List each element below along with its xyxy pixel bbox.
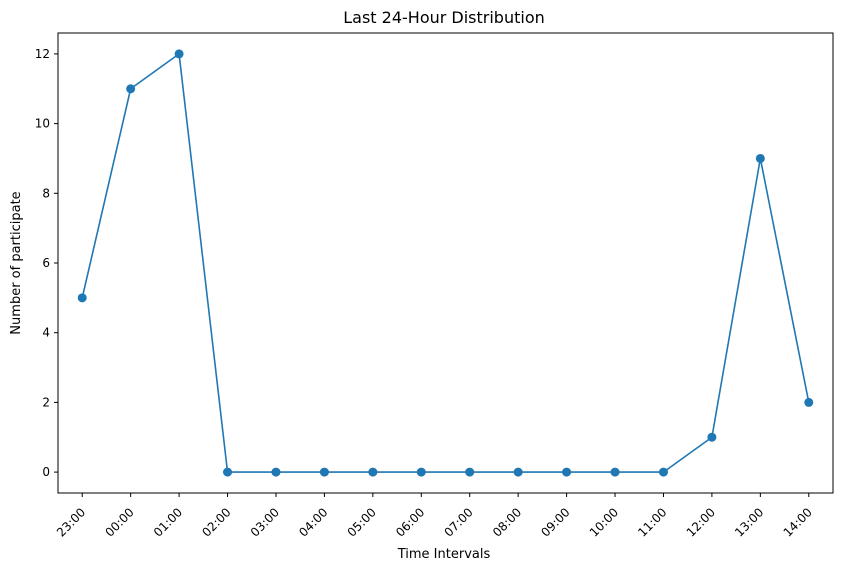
data-point bbox=[271, 467, 281, 477]
data-point bbox=[707, 432, 717, 442]
data-point bbox=[610, 467, 620, 477]
data-point bbox=[77, 293, 87, 303]
data-point bbox=[513, 467, 523, 477]
data-point bbox=[416, 467, 426, 477]
data-point bbox=[658, 467, 668, 477]
data-point bbox=[562, 467, 572, 477]
y-axis-label: Number of participate bbox=[9, 191, 24, 334]
data-point bbox=[755, 153, 765, 163]
data-point bbox=[465, 467, 475, 477]
y-tick-label: 4 bbox=[42, 326, 50, 340]
y-tick-label: 8 bbox=[42, 186, 50, 200]
data-point bbox=[223, 467, 233, 477]
chart-title: Last 24-Hour Distribution bbox=[343, 8, 545, 27]
series-line bbox=[81, 53, 810, 473]
data-point bbox=[368, 467, 378, 477]
y-tick-label: 2 bbox=[42, 395, 50, 409]
y-tick-label: 10 bbox=[35, 117, 50, 131]
y-tick-label: 0 bbox=[42, 465, 50, 479]
y-tick-label: 6 bbox=[42, 256, 50, 270]
data-point bbox=[319, 467, 329, 477]
data-point bbox=[804, 397, 814, 407]
y-tick-label: 12 bbox=[35, 47, 50, 61]
x-axis-label: Time Intervals bbox=[397, 547, 491, 562]
data-point bbox=[126, 84, 136, 94]
data-point bbox=[174, 49, 184, 59]
